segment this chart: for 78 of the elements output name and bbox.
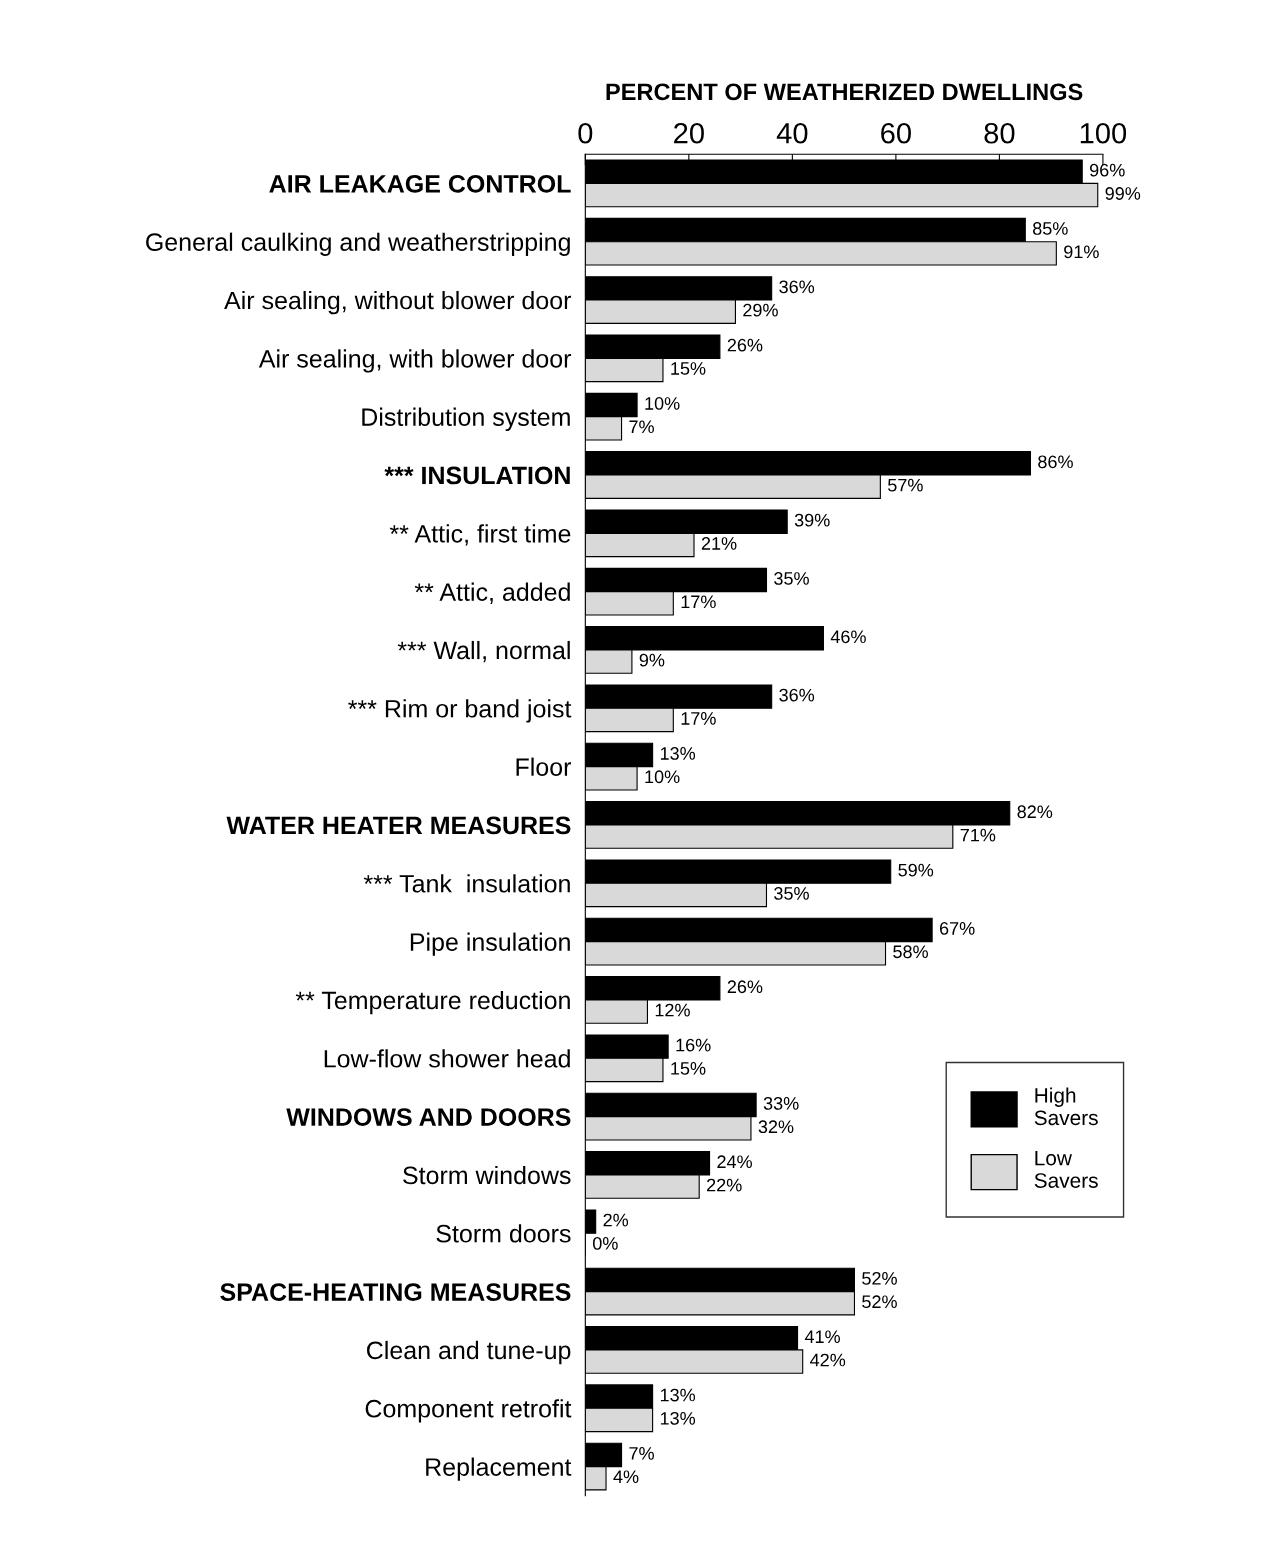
y-tick-label: *** Rim or band joist [348,699,572,723]
data-label: 52% [862,1295,897,1309]
data-label: 32% [758,1120,794,1134]
data-label: 26% [727,338,763,352]
data-label: 4% [613,1470,639,1484]
y-tick-label: Air sealing, with blower door [258,349,572,373]
data-label: 15% [671,362,706,375]
legend-label: Low Savers [1034,1150,1098,1188]
data-label: 82% [1017,805,1053,819]
data-label: 99% [1105,187,1141,200]
data-label: 22% [707,1178,742,1192]
data-label: 29% [743,303,778,317]
y-tick-label: *** INSULATION [384,466,570,485]
y-tick-label: WATER HEATER MEASURES [226,816,571,835]
data-label: 36% [779,280,815,294]
data-label: 33% [763,1097,799,1110]
x-tick-label: 20 [674,122,704,144]
y-tick-label: *** Wall, normal [397,640,570,663]
data-label: 57% [888,478,923,492]
data-label: 39% [794,513,830,527]
data-label: 71% [960,828,996,842]
data-label: 86% [1038,455,1073,469]
data-label: 58% [893,945,928,959]
data-label: 12% [655,1003,690,1017]
data-label: 91% [1064,245,1099,259]
data-label: 9% [639,653,665,667]
data-label: 67% [939,922,975,935]
x-tick-label: 40 [776,122,808,144]
y-tick-label: General caulking and weatherstripping [146,232,570,256]
data-label: 42% [810,1353,846,1367]
y-tick-label: Pipe insulation [410,932,570,956]
data-label: 17% [681,595,716,609]
data-label: 0% [592,1236,618,1250]
data-label: 13% [660,1411,696,1425]
y-tick-label: Clean and tune-up [367,1340,571,1365]
data-label: 15% [671,1062,706,1075]
data-label: 21% [701,537,737,550]
y-tick-label: Distribution system [362,407,570,431]
y-tick-label: *** Tank insulation [363,874,570,893]
data-label: 10% [645,397,680,410]
y-tick-label: Floor [516,757,572,776]
y-tick-label: ** Temperature reduction [295,990,570,1015]
y-tick-label: ** Attic, added [414,582,570,604]
y-tick-label: AIR LEAKAGE CONTROL [269,174,571,193]
data-label: 7% [629,420,654,434]
y-tick-label: Replacement [426,1457,572,1481]
x-tick-label: 80 [984,122,1015,144]
data-label: 7% [629,1447,654,1460]
y-tick-label: ** Attic, first time [389,524,571,546]
y-tick-label: Air sealing, without blower door [224,290,572,315]
data-label: 96% [1090,163,1125,177]
x-tick-label: 0 [578,122,593,144]
y-tick-label: Component retrofit [365,1399,572,1423]
data-label: 59% [898,863,934,877]
data-label: 10% [645,770,680,784]
y-tick-label: WINDOWS AND DOORS [286,1108,571,1126]
x-tick-label: 100 [1080,122,1127,144]
data-label: 85% [1033,222,1068,235]
data-label: 36% [779,688,815,702]
x-axis-title: PERCENT OF WEATHERIZED DWELLINGS [606,83,1083,101]
x-tick-label: 60 [881,122,911,144]
data-label: 13% [660,747,696,760]
data-label: 46% [830,630,866,644]
y-tick-label: Low-flow shower head [324,1049,570,1068]
data-label: 26% [727,980,763,994]
data-label: 2% [603,1213,629,1227]
data-label: 41% [804,1330,840,1344]
data-label: 24% [717,1155,752,1169]
y-tick-label: Storm windows [403,1165,571,1185]
y-tick-label: SPACE-HEATING MEASURES [220,1283,571,1301]
data-label: 35% [774,887,809,900]
data-label: 17% [681,712,716,725]
data-label: 35% [774,572,809,585]
data-label: 13% [660,1388,696,1402]
data-label: 52% [862,1271,897,1285]
legend-label: High Savers [1034,1087,1098,1126]
y-tick-label: Storm doors [436,1224,571,1243]
data-label: 16% [676,1038,711,1052]
